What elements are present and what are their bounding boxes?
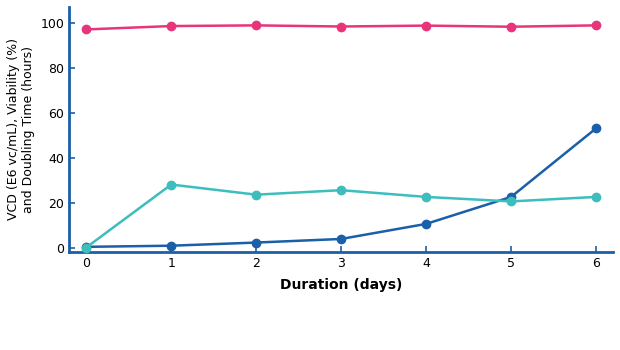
Y-axis label: VCD (E6 vc/mL), Viability (%)
and Doubling Time (hours): VCD (E6 vc/mL), Viability (%) and Doubli… <box>7 38 35 220</box>
X-axis label: Duration (days): Duration (days) <box>280 278 402 292</box>
